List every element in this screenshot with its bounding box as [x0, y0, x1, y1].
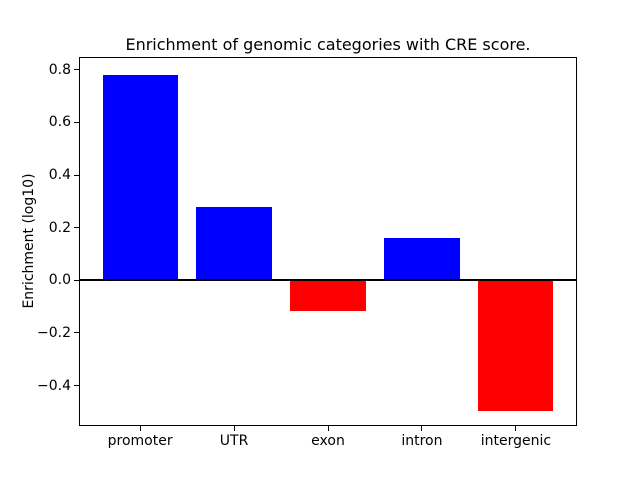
- y-tick-label: 0.0: [48, 272, 71, 289]
- y-tick-mark: [74, 332, 79, 334]
- y-tick-mark: [74, 227, 79, 229]
- x-tick-mark: [139, 426, 141, 431]
- y-tick-mark: [74, 121, 79, 123]
- bar-intron: [384, 238, 460, 281]
- x-tick-label-promoter: promoter: [107, 433, 173, 449]
- bar-exon: [290, 280, 366, 311]
- zero-line: [80, 279, 576, 282]
- x-tick-label-UTR: UTR: [219, 433, 249, 449]
- y-tick-label: 0.6: [48, 114, 71, 131]
- x-tick-label-exon: exon: [311, 433, 345, 449]
- plot-area: [79, 57, 577, 426]
- x-tick-mark: [233, 426, 235, 431]
- x-tick-label-intron: intron: [401, 433, 443, 449]
- x-tick-mark: [515, 426, 517, 431]
- y-tick-label: 0.2: [48, 219, 71, 236]
- x-tick-label-intergenic: intergenic: [480, 433, 552, 449]
- x-tick-mark: [327, 426, 329, 431]
- y-tick-mark: [74, 174, 79, 176]
- y-tick-label: −0.2: [37, 324, 71, 341]
- y-tick-label: 0.8: [48, 61, 71, 78]
- y-tick-mark: [74, 69, 79, 71]
- chart-title: Enrichment of genomic categories with CR…: [125, 35, 531, 54]
- bar-UTR: [196, 206, 272, 281]
- bar-promoter: [102, 75, 178, 281]
- bar-intergenic: [478, 280, 554, 411]
- x-tick-mark: [421, 426, 423, 431]
- y-tick-label: −0.4: [37, 377, 71, 394]
- y-tick-mark: [74, 385, 79, 387]
- y-tick-mark: [74, 279, 79, 281]
- y-tick-label: 0.4: [48, 167, 71, 184]
